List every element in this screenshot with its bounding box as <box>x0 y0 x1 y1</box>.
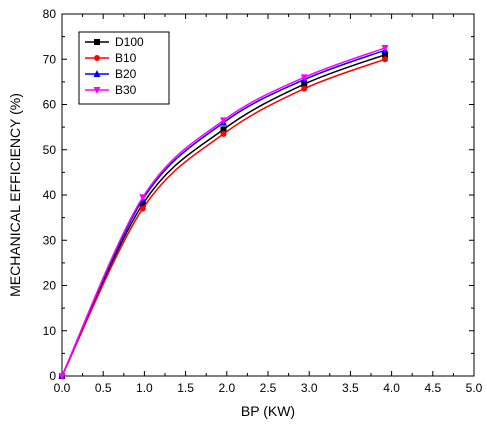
x-tick-label: 2.0 <box>218 381 235 395</box>
x-axis-label: BP (KW) <box>241 403 295 419</box>
series-b30-point <box>139 194 147 202</box>
series-b30 <box>58 44 389 380</box>
y-tick-label: 20 <box>43 279 57 293</box>
legend-b30-label: B30 <box>115 83 137 97</box>
y-axis-label: MECHANICAL EFFICIENCY (%) <box>7 93 23 297</box>
legend-b30-marker <box>93 87 101 94</box>
series-d100-point <box>301 81 308 88</box>
x-tick-label: 0.0 <box>54 381 71 395</box>
legend-b10-label: B10 <box>115 51 137 65</box>
series-d100-point <box>382 51 389 58</box>
series-d100-line <box>61 54 386 377</box>
series-b10 <box>59 56 389 379</box>
x-tick-label: 0.5 <box>95 381 112 395</box>
legend-item-b20: B20 <box>85 67 137 81</box>
x-tick-label: 1.0 <box>136 381 153 395</box>
legend: D100 B10 B20 B30 <box>78 31 170 105</box>
series-b30-point <box>220 117 228 125</box>
x-tick-label: 2.5 <box>260 381 277 395</box>
x-tick-label: 4.5 <box>424 381 441 395</box>
legend-item-b10: B10 <box>85 51 137 65</box>
series-b30-point <box>58 373 66 380</box>
y-axis-ticks: 0 10 20 30 40 50 60 70 80 <box>43 7 474 383</box>
series-b30-line <box>61 47 386 377</box>
x-axis-ticks: 0.0 0.5 1.0 1.5 2.0 2.5 3.0 3.5 4.0 4.5 5.0 <box>54 14 483 395</box>
series-b10-point <box>382 56 389 63</box>
series-b10-point <box>301 85 308 92</box>
series-b30-point <box>300 74 308 82</box>
x-tick-label: 3.5 <box>342 381 359 395</box>
legend-b20-label: B20 <box>115 67 137 81</box>
legend-d100-label: D100 <box>115 35 144 49</box>
series-d100-point <box>220 126 227 133</box>
y-tick-label: 60 <box>43 98 57 112</box>
y-tick-label: 50 <box>43 143 57 157</box>
x-tick-label: 5.0 <box>466 381 483 395</box>
series-layer <box>58 44 389 380</box>
legend-item-d100: D100 <box>85 35 144 49</box>
legend-d100-marker <box>94 39 100 45</box>
legend-b20-marker <box>93 70 101 77</box>
legend-b10-marker <box>94 55 100 61</box>
x-tick-label: 3.0 <box>301 381 318 395</box>
y-tick-label: 0 <box>49 369 56 383</box>
y-tick-label: 70 <box>43 52 57 66</box>
y-tick-label: 30 <box>43 233 57 247</box>
series-d100-point <box>139 201 146 208</box>
x-tick-label: 1.5 <box>177 381 194 395</box>
series-b10-line <box>61 58 386 377</box>
legend-item-b30: B30 <box>85 83 137 97</box>
y-tick-label: 10 <box>43 324 57 338</box>
series-b10-point <box>220 130 227 137</box>
series-b10-point <box>139 205 146 212</box>
y-tick-label: 40 <box>43 188 57 202</box>
series-b30-point <box>381 44 389 52</box>
y-tick-label: 80 <box>43 7 57 21</box>
x-tick-label: 4.0 <box>383 381 400 395</box>
